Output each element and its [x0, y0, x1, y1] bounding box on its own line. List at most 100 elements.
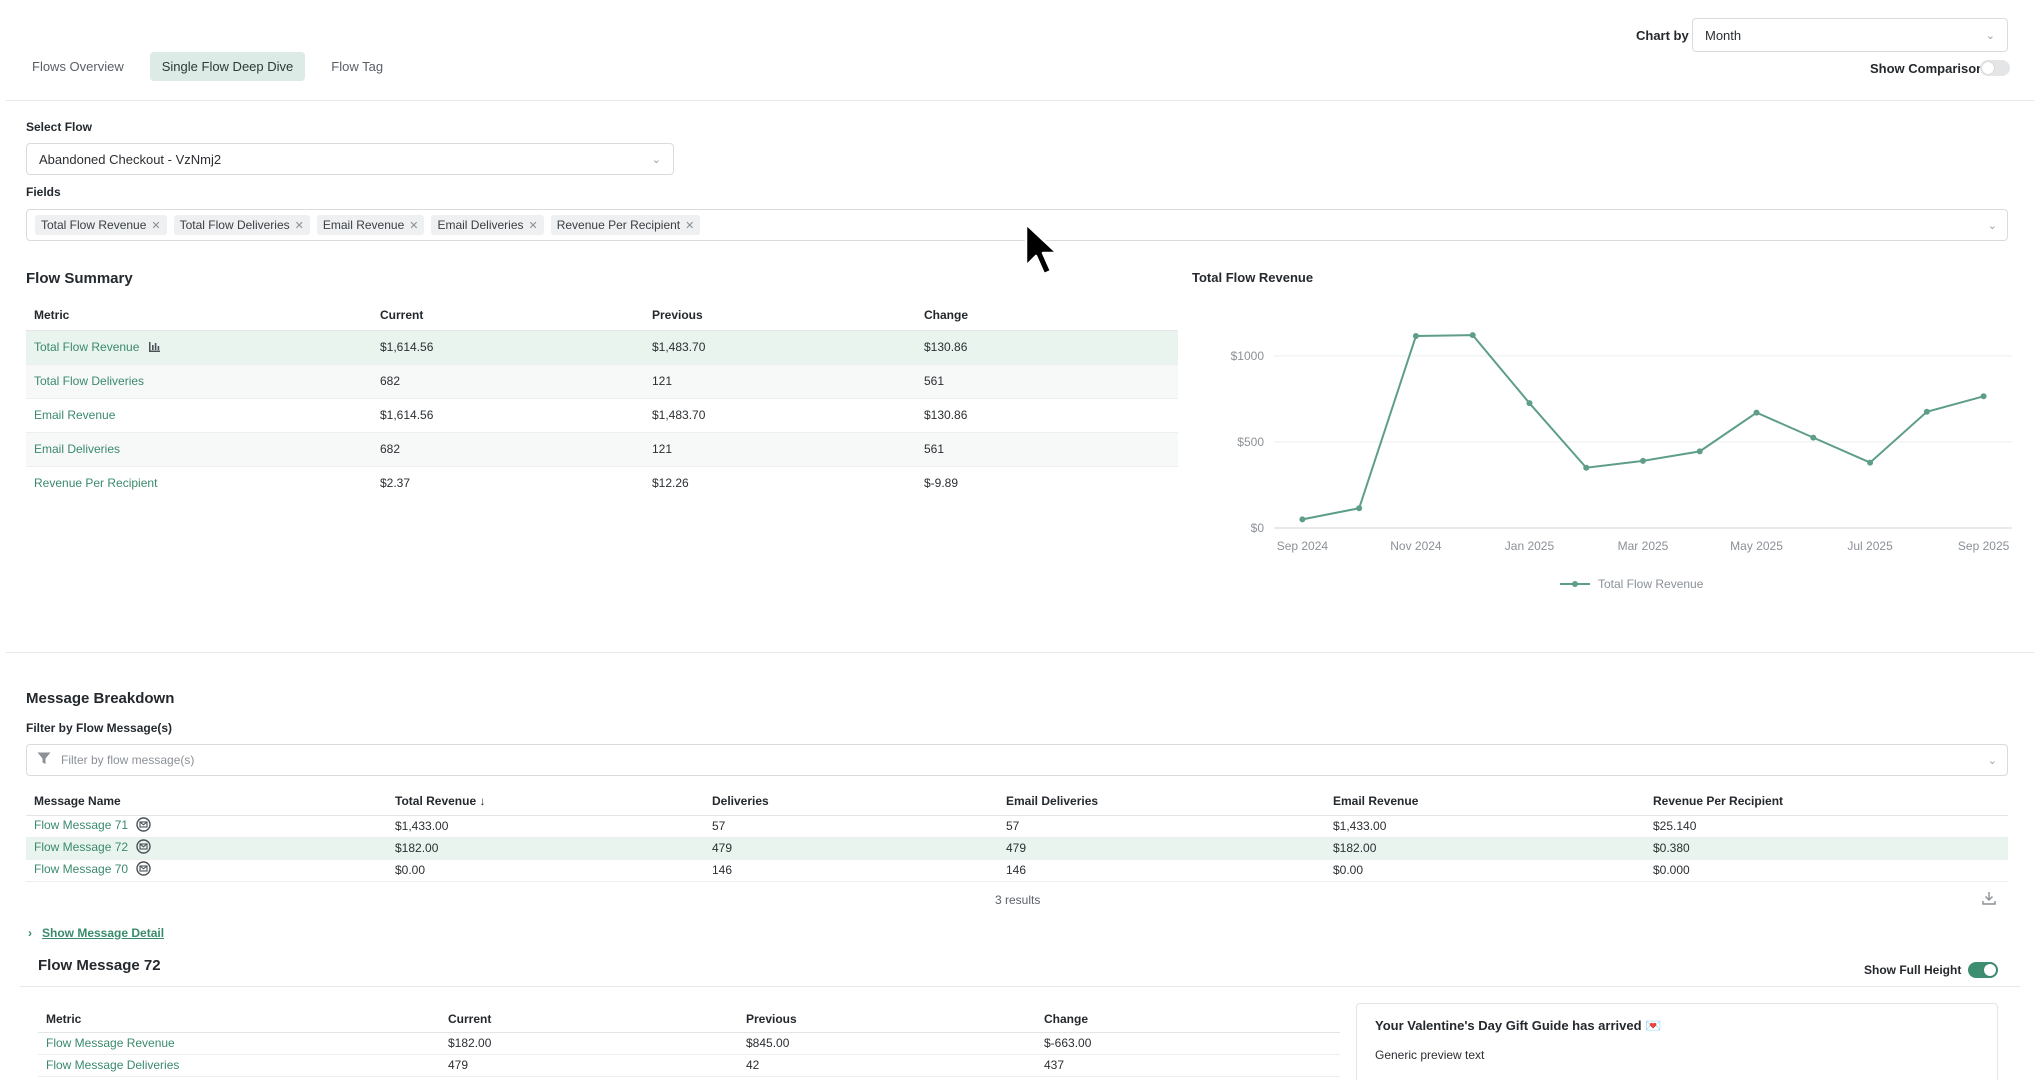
column-header: Metric [38, 1006, 440, 1033]
metric-link[interactable]: Flow Message Revenue [46, 1036, 175, 1050]
tab-flows-overview[interactable]: Flows Overview [32, 59, 124, 74]
chevron-down-icon: ⌄ [1987, 219, 1997, 232]
x-tick-label: Jul 2025 [1847, 539, 1893, 553]
remove-icon[interactable]: ✕ [409, 219, 419, 232]
table-cell: $1,433.00 [1325, 815, 1645, 838]
column-header: Change [1036, 1006, 1340, 1033]
x-tick-label: Sep 2024 [1277, 539, 1329, 553]
table-row[interactable]: Revenue Per Recipient $2.37 $12.26 $-9.8… [26, 466, 1178, 500]
metric-link[interactable]: Email Deliveries [34, 442, 121, 456]
email-icon [136, 817, 151, 835]
column-header: Current [372, 300, 644, 331]
y-tick-label: $1000 [1231, 349, 1265, 363]
table-row[interactable]: Flow Message Deliveries 479 42 437 [38, 1054, 1340, 1077]
fields-multiselect[interactable]: Total Flow Revenue ✕ Total Flow Deliverie… [26, 209, 2008, 241]
y-tick-label: $0 [1251, 521, 1265, 535]
table-cell: $1,483.70 [644, 398, 916, 433]
field-chip-label: Revenue Per Recipient [556, 218, 681, 232]
message-link[interactable]: Flow Message 72 [34, 840, 129, 854]
field-chip: Revenue Per Recipient ✕ [550, 215, 701, 235]
column-header[interactable]: Deliveries [704, 787, 998, 816]
chevron-down-icon: ⌄ [651, 153, 661, 166]
table-row[interactable]: Flow Message 70 $0.00 146 146 $0.00 $0.0… [26, 859, 2008, 882]
table-cell: 146 [704, 859, 998, 882]
column-header: Current [440, 1006, 738, 1033]
table-row[interactable]: Total Flow Revenue $1,614.56 $1,483.70 $… [26, 330, 1178, 365]
remove-icon[interactable]: ✕ [528, 219, 538, 232]
chart-by-select[interactable]: Month ⌄ [1692, 18, 2008, 52]
tab-single-flow-deep-dive[interactable]: Single Flow Deep Dive [149, 52, 306, 81]
flow-summary-table: Metric Current Previous Change Total Flo… [26, 300, 1178, 500]
data-point [1412, 333, 1419, 340]
data-point [1526, 400, 1533, 407]
show-full-height-label: Show Full Height [1864, 963, 1962, 977]
table-cell: 561 [916, 432, 1178, 467]
email-subject: Your Valentine's Day Gift Guide has arri… [1375, 1018, 1662, 1033]
remove-icon[interactable]: ✕ [151, 219, 161, 232]
remove-icon[interactable]: ✕ [294, 219, 304, 232]
show-comparison-label: Show Comparison [1870, 61, 1985, 76]
table-cell: $1,614.56 [372, 398, 644, 433]
chart-title: Total Flow Revenue [1192, 270, 1314, 285]
metric-link[interactable]: Flow Message Deliveries [46, 1058, 180, 1072]
table-row[interactable]: Flow Message Revenue $182.00 $845.00 $-6… [38, 1032, 1340, 1055]
field-chip: Email Deliveries ✕ [431, 215, 544, 235]
data-point [1469, 332, 1476, 339]
column-header[interactable]: Message Name [26, 787, 387, 816]
chevron-down-icon: ⌄ [1985, 29, 1995, 42]
chart-by-value: Month [1705, 27, 1742, 43]
x-tick-label: Sep 2025 [1958, 539, 2010, 553]
table-row[interactable]: Total Flow Deliveries 682 121 561 [26, 364, 1178, 399]
email-preview-card: Your Valentine's Day Gift Guide has arri… [1356, 1003, 1998, 1080]
table-row[interactable]: Flow Message 72 $182.00 479 479 $182.00 … [26, 837, 2008, 860]
column-header[interactable]: Email Revenue [1325, 787, 1645, 816]
field-chip-label: Total Flow Revenue [41, 218, 147, 232]
table-row[interactable]: Flow Message 71 $1,433.00 57 57 $1,433.0… [26, 815, 2008, 838]
select-flow-dropdown[interactable]: Abandoned Checkout - VzNmj2 ⌄ [26, 143, 674, 175]
column-header[interactable]: Total Revenue ↓ [387, 787, 704, 816]
table-cell: $25.140 [1645, 815, 2008, 838]
metric-link[interactable]: Total Flow Revenue [34, 339, 140, 354]
table-cell: $0.380 [1645, 837, 2008, 860]
message-link[interactable]: Flow Message 71 [34, 818, 129, 832]
table-row[interactable]: Email Revenue $1,614.56 $1,483.70 $130.8… [26, 398, 1178, 433]
table-cell: 437 [1036, 1054, 1340, 1077]
bar-chart-icon[interactable] [149, 341, 161, 355]
table-cell: $182.00 [440, 1032, 738, 1055]
data-point [1810, 434, 1817, 441]
data-point [1867, 459, 1874, 466]
data-point [1980, 393, 1987, 400]
field-chip: Total Flow Deliveries ✕ [173, 215, 310, 235]
filter-messages-input[interactable]: Filter by flow message(s) ⌄ [26, 744, 2008, 776]
metric-link[interactable]: Total Flow Deliveries [34, 374, 145, 388]
show-full-height-toggle[interactable] [1968, 962, 1998, 978]
table-cell: 146 [998, 859, 1325, 882]
table-cell: $1,483.70 [644, 330, 916, 365]
divider [6, 652, 2034, 653]
message-link[interactable]: Flow Message 70 [34, 862, 129, 876]
show-message-detail-link[interactable]: › Show Message Detail [28, 926, 164, 940]
message-detail-title: Flow Message 72 [38, 957, 161, 974]
flow-summary-title: Flow Summary [26, 270, 133, 287]
table-cell: $1,614.56 [372, 330, 644, 365]
metric-link[interactable]: Revenue Per Recipient [34, 476, 158, 491]
table-cell: 682 [372, 432, 644, 467]
tab-flow-tag[interactable]: Flow Tag [331, 59, 384, 74]
download-icon[interactable] [1982, 891, 1996, 908]
table-cell: $0.00 [387, 859, 704, 882]
column-header[interactable]: Revenue Per Recipient [1645, 787, 2008, 816]
table-cell: 561 [916, 364, 1178, 399]
x-tick-label: May 2025 [1730, 539, 1783, 553]
table-cell: 479 [704, 837, 998, 860]
table-cell: $12.26 [652, 476, 689, 491]
table-cell: $0.000 [1645, 859, 2008, 882]
data-point [1753, 409, 1760, 416]
remove-icon[interactable]: ✕ [685, 219, 695, 232]
metric-link[interactable]: Email Revenue [34, 408, 116, 422]
data-point [1640, 457, 1646, 464]
show-comparison-toggle[interactable] [1980, 60, 2010, 76]
x-tick-label: Jan 2025 [1505, 539, 1555, 553]
table-row[interactable]: Email Deliveries 682 121 561 [26, 432, 1178, 467]
column-header[interactable]: Email Deliveries [998, 787, 1325, 816]
table-cell: 57 [998, 815, 1325, 838]
